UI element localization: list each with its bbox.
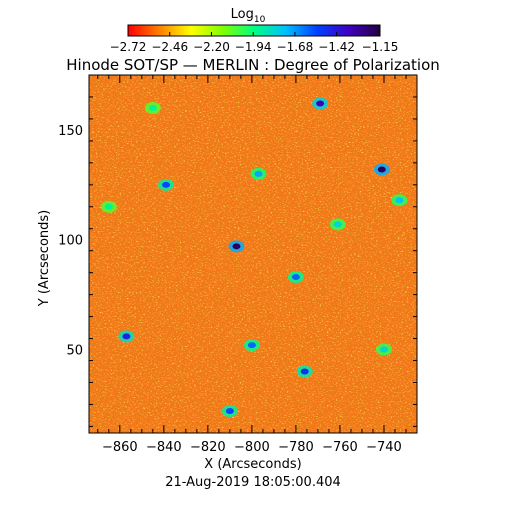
colorbar-tick-label: −1.42	[318, 40, 355, 54]
colorbar-tick-label: −2.20	[193, 40, 230, 54]
feature-core	[225, 408, 234, 415]
plot-area	[89, 75, 417, 433]
feature-core	[300, 368, 309, 375]
feature-core	[104, 203, 113, 210]
y-tick-label: 100	[58, 234, 83, 249]
colorbar-tick-label: −1.94	[235, 40, 272, 54]
colorbar-tick-label: −1.15	[362, 40, 399, 54]
feature-core	[247, 342, 256, 349]
x-tick-label: −840	[146, 440, 182, 455]
x-tick-label: −820	[190, 440, 226, 455]
x-tick-label: −860	[102, 440, 138, 455]
feature-core	[291, 274, 300, 281]
feature-core	[232, 243, 241, 250]
x-tick-label: −800	[234, 440, 270, 455]
colorbar-tick-label: −1.68	[277, 40, 314, 54]
y-axis: 50 100 150	[58, 74, 417, 427]
y-tick-label: 150	[58, 124, 83, 139]
polarization-features	[100, 97, 408, 418]
feature-core	[333, 221, 342, 228]
colorbar-tick-label: −2.46	[151, 40, 188, 54]
plot-frame	[88, 74, 418, 434]
feature-core	[122, 333, 131, 340]
colorbar: Log10 −2.72 −2.46 −2.20 −1.94 −1.68 −1.42 −1.1…	[110, 7, 399, 54]
y-axis-label: Y (Arcseconds)	[37, 210, 52, 307]
x-tick-label: −760	[322, 440, 358, 455]
feature-core	[316, 100, 325, 107]
colorbar-label: Log10	[231, 7, 266, 25]
x-tick-label: −740	[366, 440, 402, 455]
x-axis: −860 −840 −820 −800 −780 −760 −740	[97, 75, 407, 455]
feature-core	[379, 346, 388, 353]
x-tick-label: −780	[278, 440, 314, 455]
colorbar-ticks: −2.72 −2.46 −2.20 −1.94 −1.68 −1.42 −1.15	[110, 32, 399, 54]
heatmap-speckle-dark	[89, 75, 417, 433]
feature-core	[148, 104, 157, 111]
x-axis-label: X (Arcseconds)	[204, 457, 301, 472]
feature-core	[162, 181, 171, 188]
feature-core	[254, 170, 263, 177]
timestamp: 21-Aug-2019 18:05:00.404	[165, 475, 341, 490]
colorbar-tick-label: −2.72	[110, 40, 147, 54]
feature-core	[377, 166, 386, 173]
chart-title: Hinode SOT/SP — MERLIN : Degree of Polar…	[66, 56, 440, 74]
feature-core	[395, 197, 404, 204]
colorbar-gradient	[127, 24, 381, 37]
y-tick-label: 50	[66, 344, 83, 359]
